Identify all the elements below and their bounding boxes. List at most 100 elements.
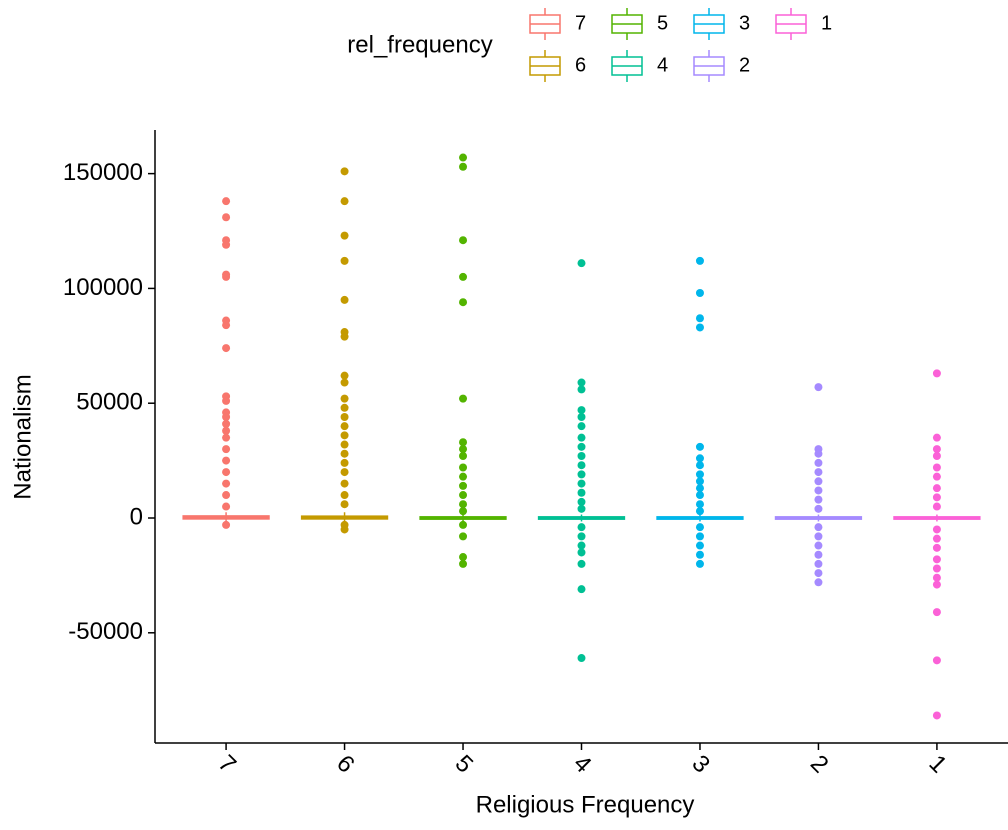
outlier	[932, 502, 941, 511]
legend-label: 7	[575, 12, 586, 34]
outlier	[932, 472, 941, 481]
outlier	[695, 454, 704, 463]
outlier	[459, 481, 468, 490]
outlier	[932, 463, 941, 472]
outlier	[577, 523, 586, 532]
outlier	[577, 378, 586, 387]
legend-label: 5	[657, 12, 668, 34]
y-tick-label: 0	[130, 503, 143, 530]
outlier	[222, 321, 231, 330]
outlier	[932, 608, 941, 617]
outlier	[695, 289, 704, 298]
outlier	[695, 523, 704, 532]
outlier	[340, 167, 349, 176]
outlier	[932, 493, 941, 502]
outlier	[340, 440, 349, 449]
outlier	[577, 548, 586, 557]
outlier	[932, 534, 941, 543]
outlier	[459, 394, 468, 403]
outlier	[695, 500, 704, 509]
y-tick-label: 150000	[63, 159, 143, 186]
outlier	[459, 298, 468, 307]
outlier	[577, 479, 586, 488]
outlier	[340, 431, 349, 440]
outlier	[932, 543, 941, 552]
y-tick-label: 100000	[63, 274, 143, 301]
outlier	[459, 532, 468, 541]
outlier	[932, 445, 941, 454]
outlier	[577, 488, 586, 497]
outlier	[695, 256, 704, 265]
outlier	[814, 449, 823, 458]
x-tick-label: 7	[213, 750, 242, 779]
outlier	[814, 523, 823, 532]
outlier	[340, 403, 349, 412]
outlier	[814, 578, 823, 587]
outlier	[459, 520, 468, 529]
outlier	[340, 371, 349, 380]
outlier	[459, 491, 468, 500]
outlier	[577, 406, 586, 415]
outlier	[814, 569, 823, 578]
outlier	[340, 422, 349, 431]
outlier	[577, 585, 586, 594]
x-axis-label: Religious Frequency	[476, 791, 695, 818]
legend-label: 3	[739, 12, 750, 34]
outlier	[340, 231, 349, 240]
outlier	[459, 162, 468, 171]
outlier	[695, 461, 704, 470]
outlier	[222, 272, 231, 281]
outlier	[577, 412, 586, 421]
outlier	[222, 479, 231, 488]
outlier	[814, 383, 823, 392]
outlier	[577, 559, 586, 568]
outlier	[459, 500, 468, 509]
outlier	[932, 711, 941, 720]
outlier	[932, 555, 941, 564]
outlier	[222, 456, 231, 465]
outlier	[459, 507, 468, 516]
outlier	[340, 394, 349, 403]
outlier	[340, 479, 349, 488]
outlier	[932, 564, 941, 573]
outlier	[932, 452, 941, 461]
outlier	[932, 580, 941, 589]
y-tick-label: 50000	[76, 389, 143, 416]
outlier	[814, 532, 823, 541]
outlier	[695, 550, 704, 559]
outlier	[695, 477, 704, 486]
legend-label: 1	[821, 12, 832, 34]
outlier	[222, 396, 231, 405]
outlier	[932, 525, 941, 534]
outlier	[814, 468, 823, 477]
outlier	[459, 272, 468, 281]
outlier	[222, 502, 231, 511]
outlier	[932, 573, 941, 582]
outlier	[340, 256, 349, 265]
outlier	[695, 532, 704, 541]
outlier	[459, 559, 468, 568]
outlier	[222, 213, 231, 222]
outlier	[695, 323, 704, 332]
x-tick-label: 4	[568, 750, 597, 779]
outlier	[695, 507, 704, 516]
outlier	[577, 470, 586, 479]
outlier	[340, 197, 349, 206]
outlier	[459, 452, 468, 461]
y-tick-label: -50000	[68, 618, 143, 645]
outlier	[814, 486, 823, 495]
y-axis-label: Nationalism	[9, 374, 36, 499]
outlier	[222, 445, 231, 454]
outlier	[577, 532, 586, 541]
outlier	[577, 452, 586, 461]
outlier	[222, 240, 231, 249]
outlier	[459, 236, 468, 245]
outlier	[459, 445, 468, 454]
outlier	[814, 477, 823, 486]
outlier	[222, 412, 231, 421]
outlier	[577, 461, 586, 470]
outlier	[340, 491, 349, 500]
outlier	[814, 504, 823, 513]
outlier	[814, 550, 823, 559]
